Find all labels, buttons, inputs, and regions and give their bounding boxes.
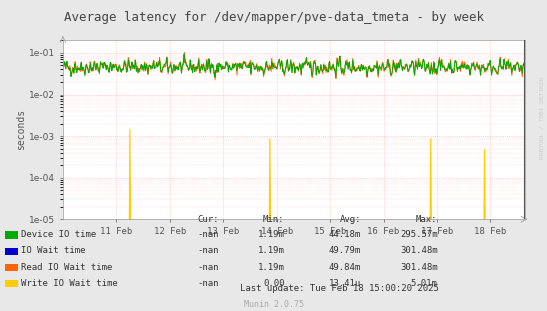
Text: RRDTOOL / TOBI OETIKER: RRDTOOL / TOBI OETIKER [539,77,544,160]
Text: Avg:: Avg: [340,215,361,224]
Text: Write IO Wait time: Write IO Wait time [21,279,118,288]
Text: Min:: Min: [263,215,284,224]
Text: 301.48m: 301.48m [400,247,438,255]
Text: -nan: -nan [197,279,219,288]
Text: Max:: Max: [416,215,438,224]
Y-axis label: seconds: seconds [16,109,26,151]
Text: 49.84m: 49.84m [329,263,361,272]
Text: 49.79m: 49.79m [329,247,361,255]
Text: Last update: Tue Feb 18 15:00:20 2025: Last update: Tue Feb 18 15:00:20 2025 [240,284,439,293]
Text: IO Wait time: IO Wait time [21,247,85,255]
Text: -nan: -nan [197,230,219,239]
Text: 1.19m: 1.19m [258,247,284,255]
Text: 295.57m: 295.57m [400,230,438,239]
Text: 0.00: 0.00 [263,279,284,288]
Text: Cur:: Cur: [197,215,219,224]
Text: 5.01m: 5.01m [411,279,438,288]
Text: -nan: -nan [197,263,219,272]
Text: 1.19m: 1.19m [258,263,284,272]
Text: 301.48m: 301.48m [400,263,438,272]
Text: Munin 2.0.75: Munin 2.0.75 [243,300,304,309]
Text: Read IO Wait time: Read IO Wait time [21,263,112,272]
Text: Device IO time: Device IO time [21,230,96,239]
Text: Average latency for /dev/mapper/pve-data_tmeta - by week: Average latency for /dev/mapper/pve-data… [63,11,484,24]
Text: -nan: -nan [197,247,219,255]
Text: 1.19m: 1.19m [258,230,284,239]
Text: 13.41u: 13.41u [329,279,361,288]
Text: 44.18m: 44.18m [329,230,361,239]
